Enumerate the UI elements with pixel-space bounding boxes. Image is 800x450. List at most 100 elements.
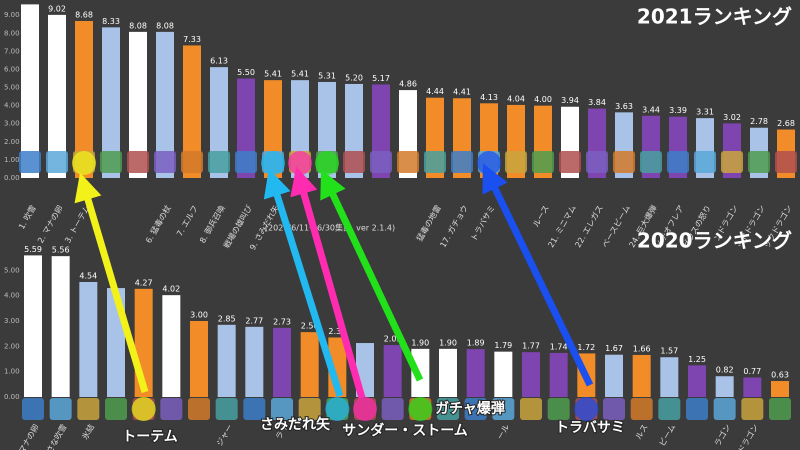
annotation-label: さみだれ矢 (260, 416, 331, 433)
highlight (325, 397, 350, 421)
item-icon (451, 151, 473, 173)
highlight (131, 397, 156, 421)
data-label: 4.13 (480, 93, 498, 102)
bar (522, 352, 540, 397)
y-tick-label: 1.00 (4, 368, 20, 376)
x-tick-label: ジャー (215, 423, 235, 448)
bar (605, 354, 623, 397)
data-label: 3.44 (642, 105, 660, 114)
item-icon (397, 151, 419, 173)
item-icon (100, 151, 122, 173)
data-label: 2.85 (218, 314, 236, 323)
bar (21, 4, 39, 178)
data-label: 1.72 (577, 343, 595, 352)
chart-subtitle: (2020/6/11～6/30集計, ver 2.1.4) (265, 223, 395, 233)
item-icon (505, 151, 527, 173)
data-label: 8.08 (156, 21, 174, 30)
data-label: 8.33 (102, 17, 120, 26)
bar (549, 352, 568, 397)
bar (51, 256, 70, 397)
x-tick-label: 6. 猛毒の杖 (143, 203, 173, 245)
data-label: 5.59 (24, 245, 42, 254)
item-icon (547, 398, 570, 420)
bar (715, 376, 734, 397)
bar (273, 327, 291, 397)
y-tick-label: 2.00 (4, 138, 20, 146)
data-label: 2.35 (328, 327, 346, 336)
bar (632, 354, 651, 397)
bar (162, 295, 181, 397)
item-icon (343, 151, 365, 173)
bar (245, 326, 264, 397)
item-icon (437, 398, 459, 420)
data-label: 3.84 (588, 98, 606, 107)
item-icon (532, 151, 554, 173)
data-label: 1.77 (522, 342, 540, 351)
x-tick-label: ルス (634, 423, 650, 441)
item-icon (127, 151, 149, 173)
y-tick-label: 0.00 (4, 174, 20, 182)
bar (183, 45, 201, 178)
data-label: 4.41 (453, 88, 471, 97)
data-label: 1.79 (494, 341, 512, 350)
item-icon (630, 398, 653, 420)
arrow (320, 169, 424, 382)
item-icon (658, 398, 681, 420)
x-tick-label: 8. 御兵召喚 (197, 203, 227, 245)
bar (129, 31, 147, 178)
bar (466, 349, 485, 397)
arrow (74, 172, 149, 393)
item-icon (298, 398, 321, 420)
x-tick-label: 7. エルフ (175, 204, 200, 238)
arrow (290, 166, 366, 399)
item-icon (686, 398, 708, 420)
y-tick-label: 9.00 (4, 11, 20, 19)
item-icon (215, 398, 238, 420)
item-icon (370, 151, 392, 173)
data-label: 2.05 (384, 335, 402, 344)
bar (660, 357, 679, 397)
x-tick-label: 小さな吹雪 (40, 422, 69, 450)
bar (300, 332, 319, 397)
item-icon (775, 151, 797, 173)
data-label: 1.90 (411, 338, 429, 347)
data-label: 4.86 (399, 80, 417, 89)
data-label: 2.78 (750, 117, 768, 126)
x-tick-label: 17. ガチョウ (438, 203, 470, 249)
bar (156, 31, 174, 178)
data-label: 1.66 (633, 344, 651, 353)
data-label: 5.41 (264, 70, 282, 79)
data-label: 0.82 (716, 366, 734, 375)
data-label: 3.39 (669, 106, 687, 115)
data-label: 6.13 (210, 57, 228, 66)
bar (743, 377, 762, 397)
item-icon (424, 151, 446, 173)
y-tick-label: 6.00 (4, 65, 20, 73)
item-icon (667, 151, 689, 173)
item-icon (160, 398, 183, 420)
data-label: 2.68 (777, 119, 795, 128)
data-label: 2.56 (301, 322, 319, 331)
data-label: 1.74 (550, 342, 568, 351)
data-label: 4.44 (426, 87, 444, 96)
bar (383, 345, 402, 397)
data-label: 1.57 (660, 347, 678, 356)
bar (771, 381, 789, 397)
item-icon (22, 398, 44, 420)
y-tick-label: 3.00 (4, 317, 20, 325)
data-label: 4.04 (507, 94, 525, 103)
x-tick-label: ビーム (658, 423, 678, 448)
data-label: 4.00 (534, 95, 552, 104)
data-label: 3.94 (561, 96, 579, 105)
data-label: 5.31 (318, 71, 336, 80)
y-tick-label: 7.00 (4, 47, 20, 55)
item-icon (559, 151, 581, 173)
y-tick-label: 0.00 (4, 393, 20, 401)
item-icon (208, 151, 230, 173)
bar (102, 27, 120, 179)
y-tick-label: 4.00 (4, 102, 20, 110)
data-label: 1.25 (688, 355, 706, 364)
data-label: 3.00 (190, 311, 208, 320)
bar (75, 21, 93, 179)
